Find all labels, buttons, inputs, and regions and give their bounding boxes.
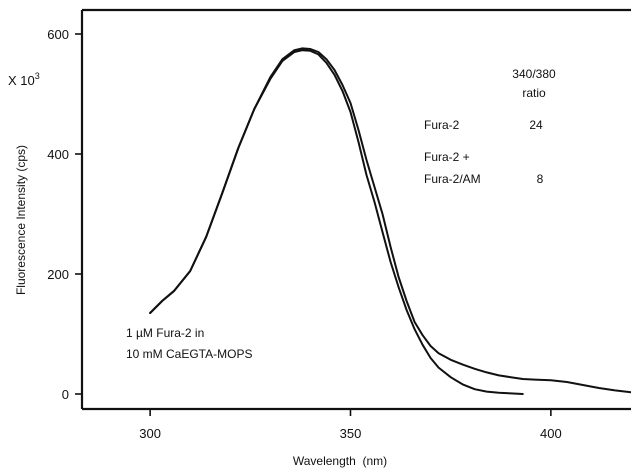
x-tick-label: 300 — [139, 426, 161, 441]
y-tick-label: 0 — [62, 387, 69, 402]
ratio-header-line2: ratio — [522, 86, 546, 100]
x-tick-label: 350 — [340, 426, 362, 441]
sample-line2: 10 mM CaEGTA-MOPS — [126, 347, 252, 361]
sample-line1: 1 µM Fura-2 in — [126, 326, 204, 340]
y-tick-label: 400 — [47, 147, 69, 162]
series-layer — [149, 47, 631, 395]
fura2-am-ratio-value: 8 — [537, 172, 544, 186]
y-axis-ticks: 0 200 400 600 — [47, 27, 82, 402]
y-multiplier-prefix: X 10 — [8, 73, 35, 88]
y-tick-label: 600 — [47, 27, 69, 42]
fura2-am-label-line1: Fura-2 + — [424, 150, 470, 164]
series-line-2 — [149, 47, 631, 394]
ratio-header-line1: 340/380 — [512, 67, 556, 81]
series-line-1 — [149, 49, 524, 395]
x-axis-title: Wavelength (nm) — [293, 454, 387, 468]
fura2-ratio-value: 24 — [529, 118, 543, 132]
x-axis-ticks: 300 350 400 — [139, 409, 562, 441]
y-multiplier-label: X 103 — [8, 71, 40, 88]
fura2-am-label-line2: Fura-2/AM — [424, 172, 481, 186]
fura2-label: Fura-2 — [424, 118, 460, 132]
x-tick-label: 400 — [540, 426, 562, 441]
y-axis-title: Fluorescence Intensity (cps) — [14, 145, 28, 295]
y-tick-label: 200 — [47, 267, 69, 282]
y-multiplier-exponent: 3 — [35, 71, 40, 81]
